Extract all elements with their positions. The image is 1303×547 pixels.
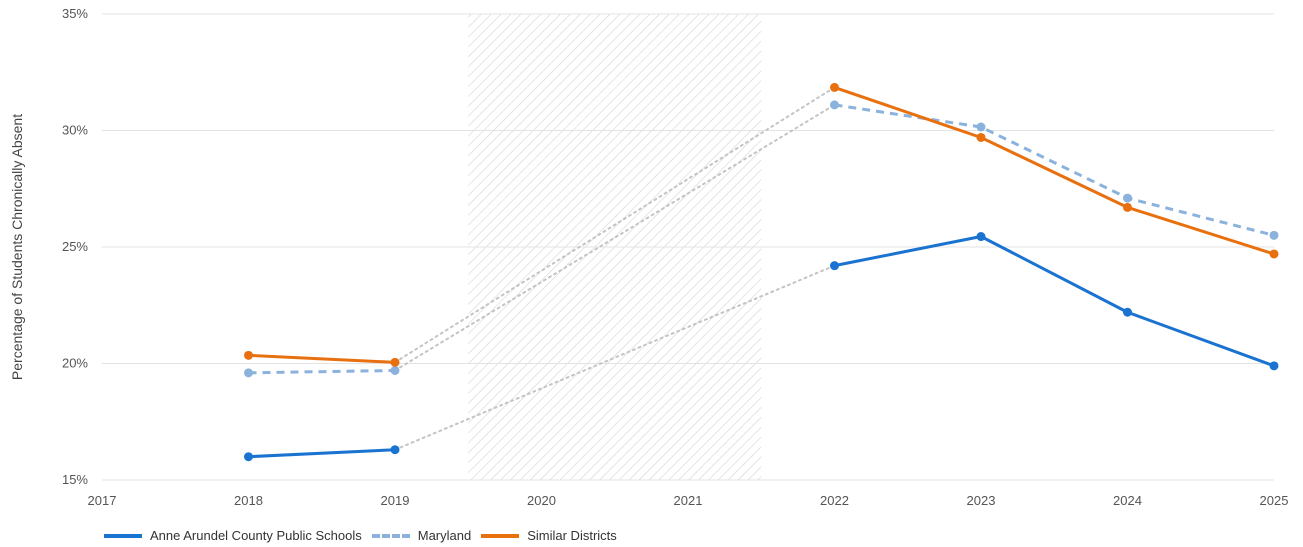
y-tick-label: 25%	[62, 239, 88, 254]
gap-connectors	[394, 86, 836, 451]
series-points	[244, 82, 1279, 462]
series-line-0	[834, 235, 1275, 368]
x-tick-label: 2022	[820, 493, 849, 508]
gap-connector-line	[394, 103, 836, 372]
series-line-2	[834, 85, 1275, 256]
data-point[interactable]	[830, 261, 839, 271]
legend-swatch	[371, 533, 410, 538]
series-line-1	[248, 368, 396, 375]
legend-label: Similar Districts	[527, 528, 617, 543]
data-point[interactable]	[244, 452, 253, 462]
data-point[interactable]	[390, 357, 400, 367]
data-point[interactable]	[1269, 230, 1279, 240]
x-tick-label: 2024	[1113, 493, 1142, 508]
x-tick-labels: 2017 2018 2019 2020 2021 2022 2023 2024 2025	[88, 493, 1289, 508]
y-axis-title: Percentage of Students Chronically Absen…	[9, 114, 25, 380]
data-point[interactable]	[1269, 361, 1279, 371]
data-point[interactable]	[244, 368, 253, 378]
x-tick-label: 2020	[527, 493, 556, 508]
x-tick-label: 2025	[1260, 493, 1289, 508]
series-line-2	[248, 353, 396, 364]
gap-connector-line	[394, 86, 836, 364]
y-tick-label: 30%	[62, 123, 88, 138]
gap-connector-line	[394, 264, 836, 451]
y-tick-labels: 15% 20% 25% 30% 35%	[62, 6, 88, 487]
x-tick-label: 2019	[381, 493, 410, 508]
series-lines	[248, 85, 1275, 459]
data-point[interactable]	[830, 82, 839, 92]
data-point[interactable]	[1123, 193, 1132, 203]
legend: Anne Arundel County Public Schools Maryla…	[104, 528, 617, 543]
data-point[interactable]	[1123, 307, 1132, 317]
legend-label: Maryland	[417, 528, 472, 543]
legend-item[interactable]: Anne Arundel County Public Schools	[104, 528, 362, 543]
data-point[interactable]	[244, 350, 253, 360]
x-tick-label: 2023	[967, 493, 996, 508]
data-point[interactable]	[976, 122, 986, 132]
legend-label: Anne Arundel County Public Schools	[150, 528, 362, 543]
legend-item[interactable]: Similar Districts	[481, 528, 617, 543]
gridlines	[102, 13, 1274, 481]
series-line-1	[834, 103, 1275, 237]
series-line-0	[248, 448, 396, 459]
x-tick-label: 2017	[88, 493, 117, 508]
data-point[interactable]	[976, 232, 986, 242]
y-tick-label: 20%	[62, 356, 88, 371]
y-tick-label: 35%	[62, 6, 88, 21]
x-tick-label: 2021	[674, 493, 703, 508]
data-point[interactable]	[1123, 202, 1132, 212]
data-point[interactable]	[1269, 249, 1279, 259]
y-tick-label: 15%	[62, 472, 88, 487]
data-point[interactable]	[390, 445, 400, 455]
legend-item[interactable]: Maryland	[371, 528, 472, 543]
data-point[interactable]	[390, 365, 400, 375]
x-tick-label: 2018	[234, 493, 263, 508]
legend-swatch	[481, 533, 520, 538]
data-point[interactable]	[830, 100, 839, 110]
legend-swatch	[104, 533, 142, 538]
data-point[interactable]	[976, 132, 986, 142]
